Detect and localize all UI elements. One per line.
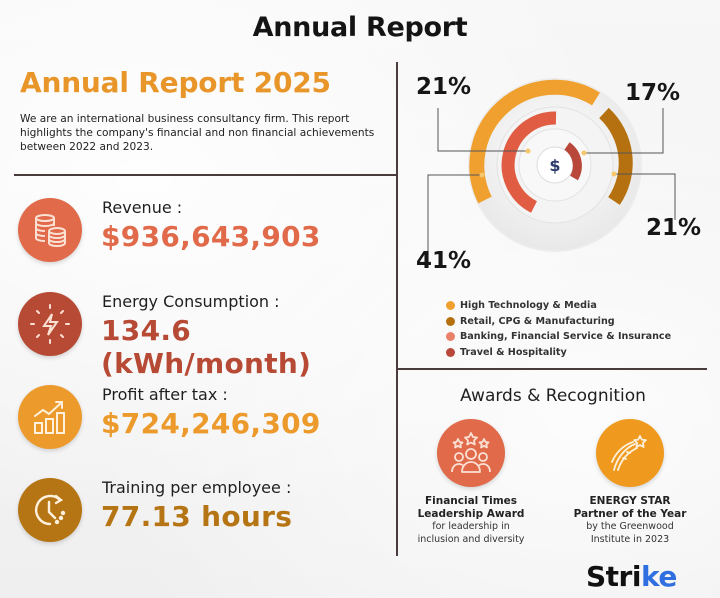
svg-text:$: $ [549,156,560,175]
report-description: We are an international business consult… [20,113,375,153]
legend-label: Banking, Financial Service & Insurance [460,331,672,343]
page-title: Annual Report [252,12,468,43]
pct-label-bottom-right: 21% [646,215,702,241]
logo-accent-text: ke [640,560,677,593]
metric-energy-consumption: Energy Consumption : 134.6 (kWh/month) [18,292,398,380]
legend-dot-icon [446,301,455,311]
pct-label-top-right: 17% [625,80,681,106]
vertical-divider [396,62,398,556]
right-section-divider [397,368,707,370]
metric-label: Training per employee : [102,478,292,497]
sector-radial-chart: $ [420,60,710,280]
metric-value: 134.6 (kWh/month) [101,314,312,380]
award-description: Institute in 2023 [590,533,670,545]
metric-label: Energy Consumption : [102,292,280,311]
pct-label-top-left: 21% [416,74,472,100]
metric-training-per-employee: Training per employee : 77.13 hours [18,478,398,548]
coins-stack-icon [18,198,82,262]
pct-label-bottom-left: 41% [416,248,472,274]
report-heading: Annual Report 2025 [20,66,331,99]
metric-value: 77.13 hours [101,500,293,533]
left-section-divider [14,174,397,176]
award-name: ENERGY STAR [589,495,671,507]
legend-item: Banking, Financial Service & Insurance [446,329,671,345]
shooting-star-icon [596,419,664,487]
legend-item: Retail, CPG & Manufacturing [446,314,671,330]
lightning-bolt-icon [18,292,82,356]
award-name: Leadership Award [417,508,525,520]
metric-value: $936,643,903 [101,220,321,253]
metric-label: Profit after tax : [102,385,228,404]
award-name: Partner of the Year [573,508,687,520]
metric-profit-after-tax: Profit after tax : $724,246,309 [18,385,398,455]
legend-item: Travel & Hospitality [446,345,671,361]
team-stars-icon [437,419,505,487]
legend-dot-icon [446,332,455,342]
legend-label: High Technology & Media [460,300,597,312]
legend-label: Retail, CPG & Manufacturing [460,315,615,327]
strike-logo: Strike [586,560,677,593]
metric-value: $724,246,309 [101,407,321,440]
award-name: Financial Times [424,495,518,507]
award-description: inclusion and diversity [417,533,525,545]
legend-label: Travel & Hospitality [460,346,567,358]
growth-bar-chart-icon [18,385,82,449]
legend-item: High Technology & Media [446,298,671,314]
legend-dot-icon [446,316,455,326]
metric-label: Revenue : [102,198,183,217]
award-description: by the Greenwood [586,521,674,532]
awards-heading: Awards & Recognition [460,386,646,406]
award-energy-star: ENERGY STAR Partner of the Year by the G… [555,419,705,546]
logo-text: Stri [586,560,641,593]
clock-refresh-icon [18,478,82,542]
chart-legend: High Technology & Media Retail, CPG & Ma… [446,298,671,360]
legend-dot-icon [446,347,455,357]
metric-revenue: Revenue : $936,643,903 [18,198,398,268]
award-description: for leadership in [432,521,510,532]
award-financial-times: Financial Times Leadership Award for lea… [396,419,546,546]
